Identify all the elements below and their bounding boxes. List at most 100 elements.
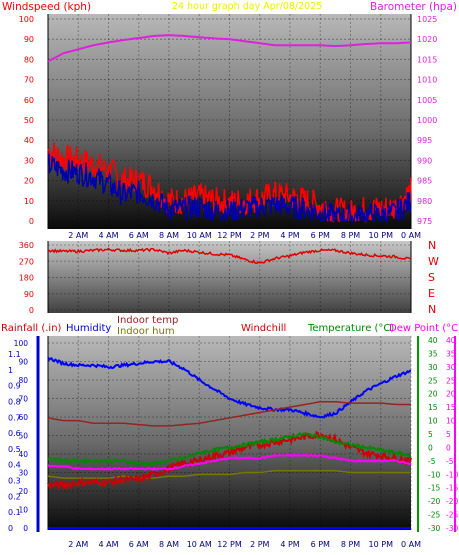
dewpoint-line [47, 453, 412, 472]
temperature-line [47, 431, 412, 467]
dewpoint-tick-label: -5 [446, 457, 454, 466]
direction-tick-label: 180 [19, 274, 34, 283]
humidity-tick-label: 50 [18, 432, 28, 441]
time-tick-label: 4 PM [280, 231, 299, 240]
wind-tick-label: 60 [24, 96, 34, 105]
time-tick-label: 0 AM [401, 231, 421, 240]
rain-axis-title: Rainfall (.in) [1, 323, 62, 334]
time-tick-label: 6 PM [311, 231, 330, 240]
baro-tick-label: 975 [417, 217, 432, 226]
time-tick-label: 6 PM [311, 540, 330, 549]
compass-e: E [428, 287, 435, 300]
indoor-temp-line [47, 401, 411, 427]
axis-tick-labels: 0102030405060708090100975980985990995100… [8, 15, 458, 549]
wind-tick-label: 0 [29, 217, 34, 226]
time-tick-label: 8 PM [341, 231, 360, 240]
dewpoint-tick-label: -25 [446, 511, 458, 520]
baro-tick-label: 985 [417, 177, 432, 186]
compass-labels: N W S E N [428, 239, 439, 316]
dewpoint-tick-label: -15 [446, 484, 458, 493]
barometer-line [47, 34, 412, 63]
temperature-tick-label: 0 [428, 443, 433, 452]
rain-tick-label: 1.1 [8, 350, 21, 359]
direction-tick-label: 0 [29, 306, 34, 315]
wind-blue-line [47, 154, 412, 223]
dewpoint-tick-label: -10 [446, 470, 458, 479]
dewpoint-tick-label: 0 [446, 443, 451, 452]
dewpoint-axis-title: Dew Point (°C) [389, 323, 459, 334]
baro-axis-title: Barometer (hpa) [370, 1, 457, 13]
direction-tick-label: 270 [19, 257, 34, 266]
time-tick-label: 10 PM [369, 540, 394, 549]
rain-tick-label: 1 [8, 366, 13, 375]
windchill-label: Windchill [241, 323, 286, 334]
wind-tick-label: 10 [24, 197, 34, 206]
temperature-tick-label: -5 [428, 457, 436, 466]
time-tick-label: 0 AM [401, 540, 421, 549]
temperature-tick-label: 20 [428, 390, 438, 399]
humidity-tick-label: 30 [18, 469, 28, 478]
temperature-tick-label: -20 [428, 497, 440, 506]
time-tick-label: 4 AM [98, 231, 118, 240]
rain-tick-label: 0.6 [8, 429, 21, 438]
baro-tick-label: 980 [417, 197, 432, 206]
humidity-tick-label: 80 [18, 376, 28, 385]
humidity-tick-label: 70 [18, 395, 28, 404]
baro-tick-label: 1025 [417, 15, 437, 24]
wind-tick-label: 100 [19, 15, 34, 24]
direction-tick-label: 360 [19, 241, 34, 250]
humidity-tick-label: 40 [18, 450, 28, 459]
time-tick-label: 12 PM [217, 231, 242, 240]
temperature-tick-label: 10 [428, 417, 438, 426]
dewpoint-tick-label: 20 [446, 390, 456, 399]
wind-tick-label: 30 [24, 156, 34, 165]
wind-tick-label: 50 [24, 116, 34, 125]
wind-panel-background [48, 14, 411, 229]
time-tick-label: 10 AM [187, 231, 212, 240]
wind-tick-label: 40 [24, 136, 34, 145]
rain-tick-label: 0 [8, 524, 13, 533]
humidity-tick-label: 100 [14, 339, 29, 348]
indoor-temp-label: Indoor temp [117, 315, 178, 326]
dewpoint-tick-label: 15 [446, 403, 456, 412]
baro-tick-label: 1000 [417, 116, 437, 125]
dewpoint-tick-label: 25 [446, 376, 456, 385]
dewpoint-tick-label: -20 [446, 497, 458, 506]
windchill-line [47, 430, 412, 491]
dewpoint-tick-label: 35 [446, 349, 456, 358]
humidity-axis-title: Humidity [66, 323, 111, 334]
temperature-tick-label: 30 [428, 363, 438, 372]
temperature-tick-label: -15 [428, 484, 440, 493]
rain-tick-label: 0.1 [8, 508, 21, 517]
baro-tick-label: 995 [417, 136, 432, 145]
temperature-axis-title: Temperature (°C) [307, 323, 394, 334]
time-tick-label: 6 AM [129, 231, 149, 240]
time-tick-label: 6 AM [129, 540, 149, 549]
humidity-tick-label: 0 [23, 524, 28, 533]
temperature-tick-label: -10 [428, 470, 440, 479]
humidity-line [47, 356, 412, 419]
time-tick-label: 4 PM [280, 540, 299, 549]
temperature-tick-label: 15 [428, 403, 438, 412]
time-tick-label: 2 AM [68, 540, 88, 549]
baro-tick-label: 1005 [417, 96, 437, 105]
baro-tick-label: 1015 [417, 55, 437, 64]
time-tick-label: 12 PM [217, 540, 242, 549]
grid-lines [48, 14, 412, 530]
baro-tick-label: 990 [417, 156, 432, 165]
temperature-tick-label: -30 [428, 524, 440, 533]
temperature-tick-label: -25 [428, 511, 440, 520]
baro-tick-label: 1020 [417, 35, 437, 44]
time-tick-label: 2 AM [68, 231, 88, 240]
rain-tick-label: 0.9 [8, 382, 21, 391]
dewpoint-tick-label: 5 [446, 430, 451, 439]
wind-tick-label: 90 [24, 35, 34, 44]
temperature-tick-label: 40 [428, 336, 438, 345]
rain-tick-label: 0.5 [8, 445, 21, 454]
time-tick-label: 10 AM [187, 540, 212, 549]
series-lines [47, 34, 412, 529]
dewpoint-tick-label: 30 [446, 363, 456, 372]
compass-w: W [428, 255, 439, 268]
